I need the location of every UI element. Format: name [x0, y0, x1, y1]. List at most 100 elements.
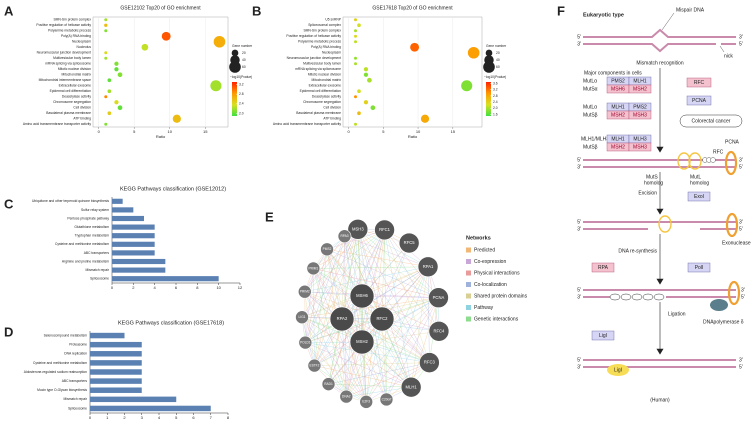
- bubble: [354, 62, 358, 66]
- x-axis-label: Ratio: [156, 134, 166, 139]
- y-tick-label: Spliceosomal complex: [308, 23, 341, 27]
- edge: [305, 342, 412, 388]
- legend-bubble: [229, 61, 241, 73]
- y-tick-label: Positive regulation of helicase activity: [36, 23, 91, 27]
- colorbar: [486, 82, 491, 116]
- edge: [304, 291, 367, 402]
- gene-node: [297, 284, 312, 299]
- bubble: [172, 114, 181, 123]
- legend-label: 60: [242, 65, 246, 69]
- gene-label: RFC3: [424, 360, 436, 365]
- bubble: [410, 42, 420, 52]
- bubble: [104, 18, 108, 22]
- label: LigI: [614, 367, 622, 373]
- legend-label: 20: [496, 51, 500, 55]
- y-tick-label: U5 snRNP: [325, 18, 341, 22]
- legend-swatch: [466, 282, 471, 287]
- edge: [361, 295, 440, 332]
- protein: PMS2: [633, 104, 647, 110]
- bar: [112, 233, 155, 239]
- legend-label: 20: [242, 51, 246, 55]
- strand-end: 3': [577, 294, 581, 300]
- bubble: [117, 72, 123, 78]
- x-tick-label: 5: [175, 415, 178, 420]
- y-tick-label: Nucleoplasm: [72, 40, 91, 44]
- legend-title: −log10(Pvalue): [230, 75, 252, 79]
- bubble: [354, 122, 358, 126]
- y-tick-label: Aldosterone-regulated sodium reabsorptio…: [24, 370, 87, 374]
- bar: [90, 387, 142, 393]
- bubble: [354, 95, 358, 99]
- colorbar-label: 2.8: [239, 92, 244, 96]
- plot-area: [342, 16, 483, 128]
- edge: [361, 295, 439, 298]
- factor: PCNA: [692, 98, 707, 104]
- edge: [328, 383, 412, 388]
- y-tick-label: ABC transporters: [62, 379, 88, 383]
- y-tick-label: Epidermal cell differentiation: [50, 89, 92, 93]
- edge: [346, 386, 412, 397]
- x-tick-label: 15: [451, 129, 456, 134]
- species: (Human): [650, 397, 670, 403]
- edge: [301, 317, 347, 397]
- edge: [305, 342, 347, 397]
- label: MutL: [690, 174, 701, 180]
- shape: [583, 28, 736, 38]
- edge: [361, 331, 439, 343]
- edge: [304, 266, 429, 292]
- shape: [687, 191, 711, 202]
- gene-node: [329, 306, 355, 332]
- edge: [357, 229, 430, 363]
- bar: [112, 241, 155, 247]
- strand-end: 3': [739, 219, 743, 225]
- complex: MutLα PMS2 MLH1 MutSα MSH6 MSH2 MutLα ML…: [581, 76, 652, 152]
- gene-node: [400, 376, 422, 398]
- y-tick-label: Deacetylase activity: [62, 95, 91, 99]
- x-tick-label: 0: [89, 415, 92, 420]
- gene-node: [298, 335, 313, 350]
- legend-label: Predicted: [474, 247, 495, 253]
- legend-swatch: [466, 259, 471, 264]
- y-tick-label: Mitotic nuclear division: [58, 67, 91, 71]
- edge: [304, 291, 315, 366]
- edge: [301, 317, 367, 403]
- shape: [631, 293, 643, 301]
- edge: [344, 236, 439, 298]
- bubble: [370, 105, 376, 111]
- gene-node: [320, 242, 334, 257]
- shape: [686, 77, 712, 88]
- complex-name: MutLα: [583, 104, 597, 110]
- legend-swatch: [466, 293, 471, 299]
- complex-name: MutSβ: [583, 112, 598, 118]
- y-tick-label: Glutathione metabolism: [74, 225, 109, 229]
- bar: [112, 215, 144, 222]
- shape: [686, 95, 712, 106]
- bubble: [354, 40, 358, 44]
- bubble: [461, 80, 473, 92]
- edge: [344, 236, 430, 363]
- edge: [314, 236, 345, 366]
- panel-label: D: [4, 324, 13, 339]
- bubble: [107, 78, 112, 83]
- edge: [328, 229, 385, 385]
- shape: [661, 12, 675, 31]
- edge: [410, 297, 439, 388]
- y-tick-label: Nucleoplasm: [322, 51, 341, 55]
- label: Exonuclease: [722, 240, 751, 246]
- x-tick-label: 10: [168, 129, 173, 134]
- strand-end: 5': [577, 34, 581, 40]
- edge: [381, 242, 410, 320]
- gene-label: DNA2: [342, 394, 351, 398]
- edge: [346, 229, 385, 397]
- bar: [90, 396, 177, 403]
- label: Mispair DNA: [676, 7, 705, 13]
- colorbar-label: 2.8: [493, 94, 498, 98]
- edge: [361, 295, 412, 388]
- gene-node: [349, 283, 375, 309]
- y-tick-label: Tryptophan metabolism: [75, 234, 110, 238]
- protein: MSH2: [633, 86, 647, 92]
- y-tick-label: Extracellular exosome: [59, 84, 92, 88]
- x-tick-label: 12: [238, 285, 243, 290]
- strand-end: 5': [577, 219, 581, 225]
- panel-label: B: [252, 3, 261, 18]
